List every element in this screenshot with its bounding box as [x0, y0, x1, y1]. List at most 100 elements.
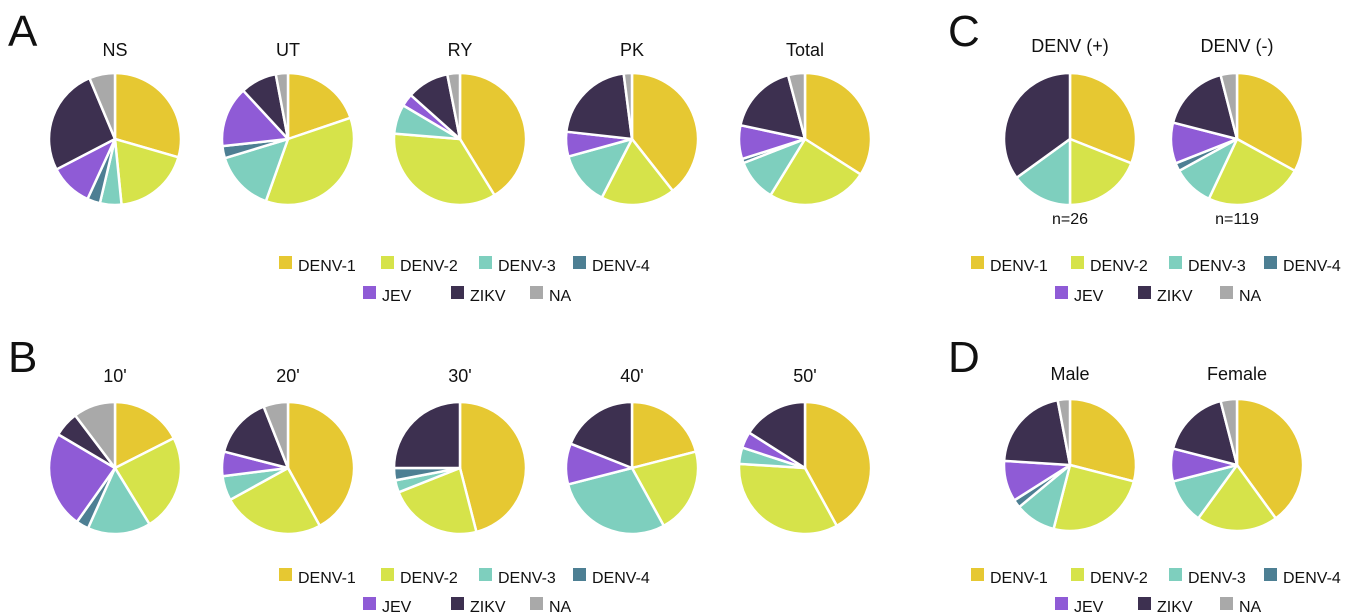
pie-b-10-title: 10' [103, 366, 126, 386]
pie-b-20-slice-denv-1 [286, 400, 356, 528]
pie-b-20-title: 20' [276, 366, 299, 386]
legend-swatch-denv-4 [1264, 256, 1277, 269]
legend-label-denv-4: DENV-4 [1283, 258, 1341, 275]
pie-a-total-title: Total [786, 40, 824, 60]
pie-a-ns-title: NS [102, 40, 127, 60]
legend-label-jev: JEV [1074, 288, 1104, 305]
pie-d-female: Female [1169, 364, 1305, 533]
pie-d-male: Male [1002, 364, 1138, 533]
pie-c-denv-slice-denv-2 [1068, 137, 1133, 207]
legend-label-zikv: ZIKV [470, 599, 506, 615]
legend-label-na: NA [1239, 599, 1262, 615]
legend-swatch-denv-2 [381, 568, 394, 581]
pie-c-denv-sample-size: n=26 [1052, 211, 1088, 228]
pie-d-female-slice-denv-2 [1196, 463, 1278, 533]
legend-label-denv-3: DENV-3 [498, 258, 556, 275]
pie-a-pk-slice-denv-1 [630, 71, 700, 193]
pie-b-30-slice-zikv [392, 400, 462, 470]
pie-a-pk-title: PK [620, 40, 644, 60]
panel-c: C DENV (+) n=26 DENV (-) n=119 [948, 7, 1305, 228]
legend-label-jev: JEV [382, 599, 412, 615]
pie-d-male-slice-zikv [1002, 398, 1072, 467]
pie-a-ut: UT [220, 40, 356, 207]
pie-b-50: 50' [737, 366, 873, 536]
pie-b-30-title: 30' [448, 366, 471, 386]
pie-a-pk-slice-denv-2 [600, 137, 675, 207]
pie-b-40-slice-denv-3 [566, 466, 666, 536]
panel-d: D Male Female [948, 333, 1305, 533]
legend-swatch-zikv [1138, 597, 1151, 610]
pie-a-total-slice-na [786, 71, 807, 141]
pie-c-denv-slice-na [1219, 71, 1239, 141]
pie-c-denv-slice-denv-1 [1068, 71, 1138, 165]
legend-swatch-zikv [451, 286, 464, 299]
pie-c-denv: DENV (+) n=26 [1002, 36, 1138, 228]
pie-b-10-slice-denv-3 [86, 466, 151, 536]
pie-d-female-slice-na [1219, 397, 1239, 467]
legend-label-denv-1: DENV-1 [990, 570, 1048, 587]
pie-d-male-slice-denv-2 [1052, 463, 1136, 533]
legend-label-denv-1: DENV-1 [990, 258, 1048, 275]
legend-label-denv-4: DENV-4 [592, 570, 650, 587]
pie-a-ns-slice-na [88, 71, 117, 141]
pie-b-20-slice-na [262, 400, 290, 470]
panel-c-legend: DENV-1 DENV-2 DENV-3 DENV-4 JEV ZIKV NA [971, 256, 1341, 305]
legend-label-jev: JEV [1074, 599, 1104, 615]
pie-a-total-slice-zikv [739, 73, 807, 141]
panel-a-label: A [8, 7, 38, 56]
panel-b: B 10' 20' 30' 40' 50' [8, 333, 873, 536]
pie-b-40-slice-denv-1 [630, 400, 698, 470]
legend-swatch-denv-2 [381, 256, 394, 269]
pie-a-ns: NS [47, 40, 183, 207]
legend-swatch-na [530, 597, 543, 610]
legend-label-denv-2: DENV-2 [400, 570, 458, 587]
legend-swatch-denv-2 [1071, 256, 1084, 269]
legend-label-zikv: ZIKV [1157, 288, 1193, 305]
legend-label-denv-4: DENV-4 [1283, 570, 1341, 587]
pie-b-30-slice-denv-2 [397, 466, 478, 536]
legend-label-denv-2: DENV-2 [400, 258, 458, 275]
legend-swatch-zikv [1138, 286, 1151, 299]
pie-b-40-title: 40' [620, 366, 643, 386]
pie-c-denv-slice-zikv [1002, 71, 1072, 180]
pie-a-total-slice-denv-2 [769, 137, 862, 207]
panel-a: A NS UT RY PK Total [8, 7, 873, 207]
panel-d-label: D [948, 333, 980, 382]
pie-a-ns-slice-denv-1 [113, 71, 183, 159]
legend-label-na: NA [549, 288, 572, 305]
pie-b-40: 40' [564, 366, 700, 536]
pie-b-10-slice-jev [47, 433, 117, 524]
legend-swatch-denv-3 [479, 568, 492, 581]
pie-c-denv-slice-zikv [1171, 73, 1239, 141]
pie-d-female-slice-denv-1 [1235, 397, 1305, 520]
legend-swatch-jev [363, 286, 376, 299]
pie-c-denv-sample-size: n=119 [1215, 211, 1259, 228]
pie-a-ut-title: UT [276, 40, 300, 60]
pie-c-denv: DENV (-) n=119 [1169, 36, 1305, 228]
legend-label-denv-3: DENV-3 [1188, 570, 1246, 587]
pie-b-40-slice-denv-2 [630, 450, 700, 528]
legend-label-denv-2: DENV-2 [1090, 570, 1148, 587]
pie-a-total: Total [737, 40, 873, 207]
pie-b-40-slice-zikv [569, 400, 634, 470]
pie-b-10: 10' [47, 366, 183, 536]
legend-label-denv-3: DENV-3 [498, 570, 556, 587]
pie-b-10-slice-denv-2 [113, 436, 183, 526]
legend-swatch-denv-4 [573, 568, 586, 581]
panel-b-legend: DENV-1 DENV-2 DENV-3 DENV-4 JEV ZIKV NA [279, 568, 650, 615]
pie-a-pk-slice-na [622, 71, 634, 141]
legend-swatch-denv-3 [1169, 568, 1182, 581]
legend-swatch-denv-1 [279, 568, 292, 581]
legend-swatch-denv-1 [279, 256, 292, 269]
pie-b-50-title: 50' [793, 366, 816, 386]
pie-a-ry-slice-na [446, 71, 462, 141]
legend-label-zikv: ZIKV [1157, 599, 1193, 615]
pie-a-ry: RY [392, 40, 528, 207]
pie-d-male-slice-na [1056, 397, 1072, 467]
legend-swatch-jev [1055, 286, 1068, 299]
legend-label-zikv: ZIKV [470, 288, 506, 305]
legend-label-denv-3: DENV-3 [1188, 258, 1246, 275]
pie-d-female-title: Female [1207, 364, 1267, 384]
pie-b-30-slice-denv-1 [458, 400, 528, 534]
panel-b-label: B [8, 333, 37, 382]
